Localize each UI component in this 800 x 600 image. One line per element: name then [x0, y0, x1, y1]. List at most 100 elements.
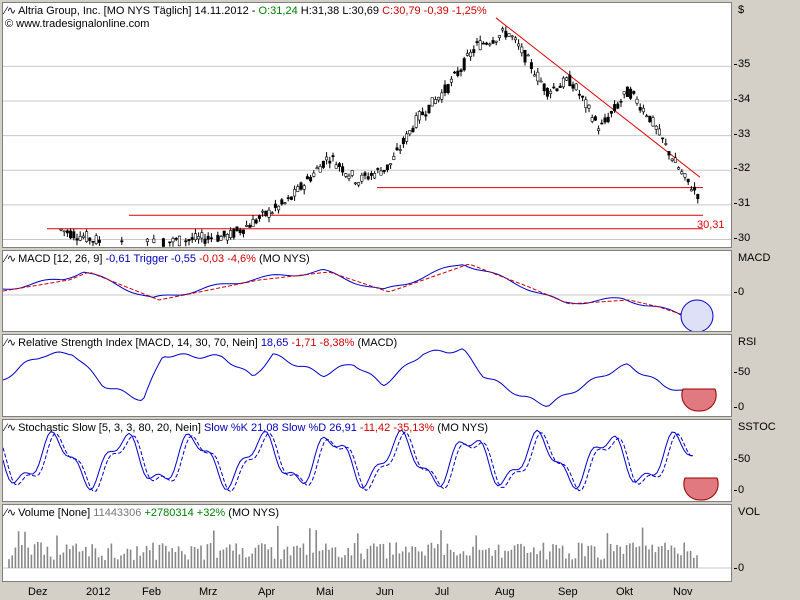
candle-body	[536, 71, 540, 82]
candle-body	[689, 189, 693, 192]
macd-tick-0: 0	[733, 286, 745, 298]
rsi-suffix: (MACD)	[357, 337, 398, 349]
price-tick-label: 33	[733, 127, 751, 140]
candle-body	[494, 40, 498, 43]
macd-value: -0,61	[105, 253, 131, 265]
macd-title: MACD [12, 26, 9]	[18, 253, 103, 265]
candle-body	[395, 147, 399, 151]
candle-body	[184, 240, 188, 243]
candle-body	[552, 86, 556, 89]
candle-body	[88, 237, 92, 241]
candle-body	[344, 173, 348, 177]
candle-body	[78, 236, 82, 241]
candle-body	[81, 235, 85, 238]
rsi-panel[interactable]: ⁄∿ Relative Strength Index [MACD, 14, 30,…	[2, 334, 732, 417]
candle-body	[302, 185, 306, 190]
candle-body	[398, 149, 402, 151]
candle-body	[200, 232, 204, 239]
candle-body	[565, 77, 569, 81]
candle-body	[69, 230, 73, 239]
price-tick-label: 35	[733, 58, 751, 71]
stoch-scale-label: SSTOC	[738, 421, 776, 433]
candle-body	[619, 100, 623, 103]
resistance-trendline	[495, 17, 701, 178]
indicator-icon: ⁄∿	[5, 507, 17, 519]
candle-body	[542, 83, 546, 92]
candle-body	[504, 30, 508, 38]
candle-body	[440, 92, 444, 100]
macd-scale-label: MACD	[738, 252, 771, 264]
volume-suffix: (MO NYS)	[228, 507, 280, 519]
time-tick-label: Mai	[316, 586, 334, 598]
candle-body	[376, 168, 380, 170]
candle-body	[145, 238, 149, 242]
candle-body	[465, 53, 469, 56]
candle-body	[174, 238, 178, 240]
macd-change: -0,03 -4,6%	[199, 253, 256, 265]
macd-panel[interactable]: ⁄∿ MACD [12, 26, 9] -0,61 Trigger -0,55 -…	[2, 250, 732, 332]
candle-body	[305, 176, 309, 180]
stoch-suffix: (MO NYS)	[437, 422, 489, 434]
price-panel[interactable]: ⁄∿ Altria Group, Inc. [MO NYS Täglich] 14…	[2, 2, 732, 248]
time-tick-label: Okt	[616, 586, 634, 598]
candle-body	[664, 143, 668, 145]
candle-body	[568, 74, 572, 87]
candle-body	[257, 215, 261, 219]
stoch-title: Stochastic Slow [5, 3, 3, 80, 20, Nein]	[18, 422, 201, 434]
candle-body	[405, 133, 409, 142]
candle-body	[683, 173, 687, 178]
chart-toggle-icon[interactable]: ⁄∿	[5, 5, 17, 17]
candle-body	[357, 182, 361, 186]
candle-body	[299, 182, 303, 190]
candle-body	[648, 115, 652, 123]
symbol-title: Altria Group, Inc. [MO NYS Täglich] 14.1…	[18, 5, 259, 17]
candle-body	[497, 35, 501, 39]
candle-body	[577, 93, 581, 96]
time-tick-label: Dez	[28, 586, 48, 598]
candle-body	[590, 117, 594, 122]
volume-panel-title: ⁄∿ Volume [None] 11443306 +2780314 +32% (…	[5, 506, 279, 519]
volume-title: Volume [None]	[18, 507, 91, 519]
candle-body	[609, 110, 613, 114]
candle-body	[190, 237, 194, 240]
candle-body	[574, 83, 578, 91]
candle-body	[235, 226, 239, 232]
candle-body	[414, 115, 418, 128]
candle-body	[187, 239, 191, 242]
candle-body	[283, 202, 287, 204]
candle-body	[555, 88, 559, 92]
candle-body	[661, 137, 665, 140]
candle-body	[293, 189, 297, 197]
candle-body	[501, 28, 505, 31]
candle-body	[219, 236, 223, 241]
candle-body	[312, 172, 316, 177]
candle-body	[485, 42, 489, 45]
candle-body	[693, 186, 697, 191]
time-tick-label: 2012	[86, 586, 111, 598]
price-tick-label: 32	[733, 162, 751, 175]
candle-body	[677, 167, 681, 170]
time-tick-label: Jul	[435, 586, 450, 598]
macd-scale: MACD 0	[733, 250, 800, 332]
candle-body	[600, 122, 604, 125]
candle-body	[177, 235, 181, 247]
candle-body	[645, 115, 649, 118]
candle-body	[369, 172, 373, 176]
candle-body	[331, 155, 335, 158]
stoch-panel[interactable]: ⁄∿ Stochastic Slow [5, 3, 3, 80, 20, Nein…	[2, 419, 732, 502]
candle-body	[613, 104, 617, 112]
rsi-change: -1,71 -8,38%	[291, 337, 355, 349]
macd-highlight-circle	[680, 299, 714, 331]
volume-panel[interactable]: ⁄∿ Volume [None] 11443306 +2780314 +32% (…	[2, 504, 732, 582]
candle-body	[232, 229, 236, 238]
candle-body	[632, 90, 636, 94]
price-tick-label: 31	[733, 196, 751, 209]
candle-body	[430, 97, 434, 107]
stoch-oversold-marker	[683, 477, 719, 501]
ohlc-part: H:31,38	[297, 5, 340, 17]
candle-body	[437, 96, 441, 101]
time-tick-label: Jun	[376, 586, 394, 598]
candle-body	[385, 164, 389, 171]
candle-body	[353, 182, 357, 185]
rsi-title: Relative Strength Index [MACD, 14, 30, 7…	[18, 337, 258, 349]
